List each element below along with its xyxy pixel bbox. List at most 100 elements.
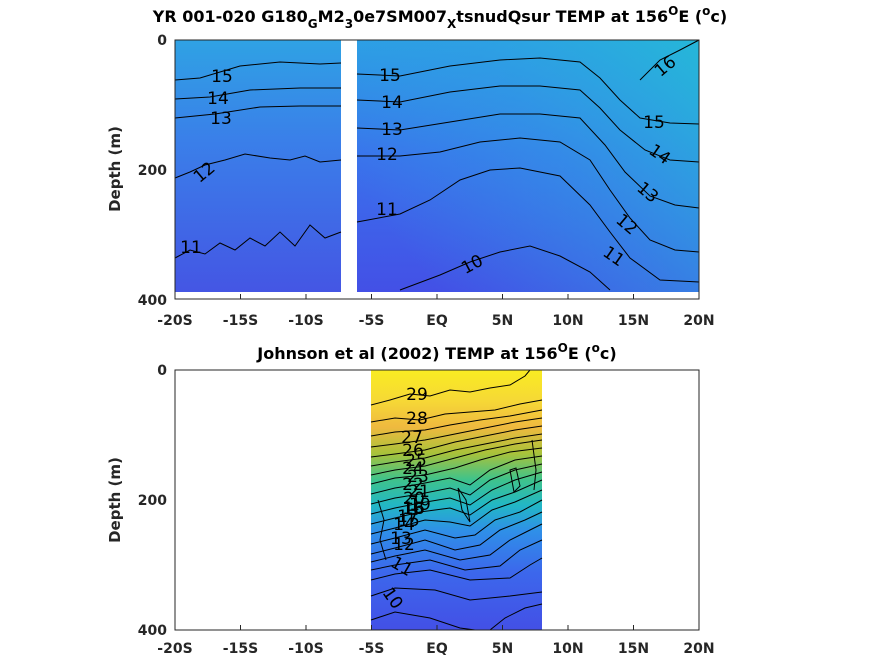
bottom-clabel: 29	[406, 385, 428, 405]
bottom-contour-14	[370, 523, 543, 563]
top-contours	[174, 39, 700, 291]
bottom-clabel: 19	[409, 495, 431, 515]
bottom-clabel: 22	[402, 475, 424, 495]
bottom-x-tick-label: -5S	[359, 641, 385, 656]
bottom-clabel: 24	[402, 459, 424, 479]
bottom-panel: Johnson et al (2002) TEMP at 156OE (oc)	[106, 341, 715, 656]
bottom-contour-13	[370, 539, 543, 571]
bottom-x-tick-label: -10S	[288, 641, 323, 656]
bottom-contour-24	[370, 433, 543, 467]
bottom-contours	[370, 369, 543, 631]
bottom-contour-deep	[489, 603, 543, 631]
top-x-tick-label: 15N	[618, 313, 649, 329]
bottom-clabel: 17	[397, 507, 419, 527]
bottom-clabel: 13	[390, 529, 412, 549]
top-clabel: 14	[381, 93, 403, 113]
bottom-x-tick-label: EQ	[426, 641, 448, 656]
top-clabel: 15	[643, 113, 665, 133]
top-x-tick-label: EQ	[426, 313, 448, 329]
top-clabel: 11	[180, 238, 202, 258]
bottom-clabel: 18	[402, 499, 424, 519]
top-x-tick-label: -5S	[359, 313, 385, 329]
top-clabel: 14	[207, 89, 229, 109]
top-field-warm-overlay	[357, 40, 699, 292]
bottom-contour-16	[370, 499, 543, 545]
top-clabel: 13	[381, 120, 403, 140]
bottom-y-tick-label: 400	[138, 623, 167, 639]
bottom-x-tick-label: 10N	[552, 641, 583, 656]
bottom-contour-12	[370, 557, 543, 581]
bottom-contour-26	[370, 417, 543, 448]
top-x-tick-label: -10S	[288, 313, 323, 329]
bottom-contour-15	[370, 511, 543, 555]
top-y-tick-label: 0	[157, 33, 167, 49]
top-y-tick-label: 400	[138, 293, 167, 309]
bottom-contour-vortex	[377, 439, 537, 561]
bottom-clabel: 15	[398, 511, 420, 531]
bottom-contour-23	[370, 439, 543, 476]
top-contour-13-south	[174, 105, 341, 119]
bottom-clabel: 27	[401, 428, 423, 448]
bottom-y-tick-labels: 0 200 400	[138, 363, 167, 639]
bottom-clabel: 28	[406, 409, 428, 429]
top-x-ticks	[240, 294, 634, 299]
bottom-clabel: 23	[407, 467, 429, 487]
top-clabel: 12	[376, 145, 398, 165]
top-clabel: 13	[210, 109, 232, 129]
top-y-axis-label: Depth (m)	[106, 126, 124, 212]
bottom-contour-22	[370, 447, 543, 485]
top-x-tick-label: 10N	[552, 313, 583, 329]
top-panel: YR 001-020 G180GM230e7SM007XtsnudQsur TE…	[106, 4, 727, 329]
bottom-y-tick-label: 0	[157, 363, 167, 379]
bottom-x-tick-label: 5N	[492, 641, 513, 656]
top-panel-title: YR 001-020 G180GM230e7SM007XtsnudQsur TE…	[152, 4, 727, 31]
bottom-contour-28	[370, 399, 543, 423]
top-contour-14-north	[356, 85, 700, 163]
top-x-tick-labels: -20S -15S -10S -5S EQ 5N 10N 15N 20N	[157, 313, 714, 329]
bottom-clabel: 16	[403, 499, 425, 519]
bottom-contour-27	[370, 409, 543, 437]
bottom-contour-29	[370, 369, 531, 406]
top-contour-16-north	[639, 39, 700, 81]
top-x-tick-label: 5N	[492, 313, 513, 329]
bottom-clabel: 14	[393, 515, 415, 535]
bottom-panel-title: Johnson et al (2002) TEMP at 156OE (oc)	[256, 341, 616, 363]
top-x-tick-label: 20N	[683, 313, 714, 329]
top-contour-10-north	[399, 245, 611, 291]
bottom-clabel: 12	[393, 535, 415, 555]
bottom-contour-25	[370, 425, 543, 458]
top-x-tick-label: -20S	[157, 313, 192, 329]
top-contour-15-north	[356, 57, 700, 125]
top-contour-11-south	[174, 224, 342, 259]
bottom-x-ticks	[240, 625, 634, 630]
bottom-y-tick-label: 200	[138, 493, 167, 509]
bottom-x-tick-label: -20S	[157, 641, 192, 656]
top-clabel: 15	[211, 67, 233, 87]
bottom-contour-11	[370, 587, 543, 601]
top-clabel: 15	[379, 66, 401, 86]
bottom-x-tick-label: 15N	[618, 641, 649, 656]
top-clabel: 11	[376, 200, 398, 220]
top-contour-15-south	[174, 61, 342, 81]
top-contour-12-north	[357, 137, 700, 253]
top-y-tick-labels: 0 200 400	[138, 33, 167, 309]
bottom-contour-10	[370, 611, 476, 631]
bottom-clabel: 25	[405, 451, 427, 471]
top-y-tick-label: 200	[138, 163, 167, 179]
top-contour-14-south	[174, 87, 341, 100]
bottom-clabel: 20	[403, 489, 425, 509]
bottom-clabel: 21	[408, 482, 430, 502]
bottom-contour-18	[370, 479, 543, 525]
bottom-contour-21	[370, 455, 543, 495]
bottom-y-axis-label: Depth (m)	[106, 457, 124, 543]
bottom-x-tick-label: -15S	[223, 641, 258, 656]
bottom-contour-17	[370, 489, 543, 535]
bottom-x-tick-labels: -20S -15S -10S -5S EQ 5N 10N 15N 20N	[157, 641, 714, 656]
top-contour-12-south	[174, 153, 342, 179]
top-x-tick-label: -15S	[223, 313, 258, 329]
bottom-x-tick-label: 20N	[683, 641, 714, 656]
top-contour-13-north	[356, 113, 700, 209]
top-contour-11-north	[356, 167, 700, 283]
bottom-clabel: 26	[402, 441, 424, 461]
